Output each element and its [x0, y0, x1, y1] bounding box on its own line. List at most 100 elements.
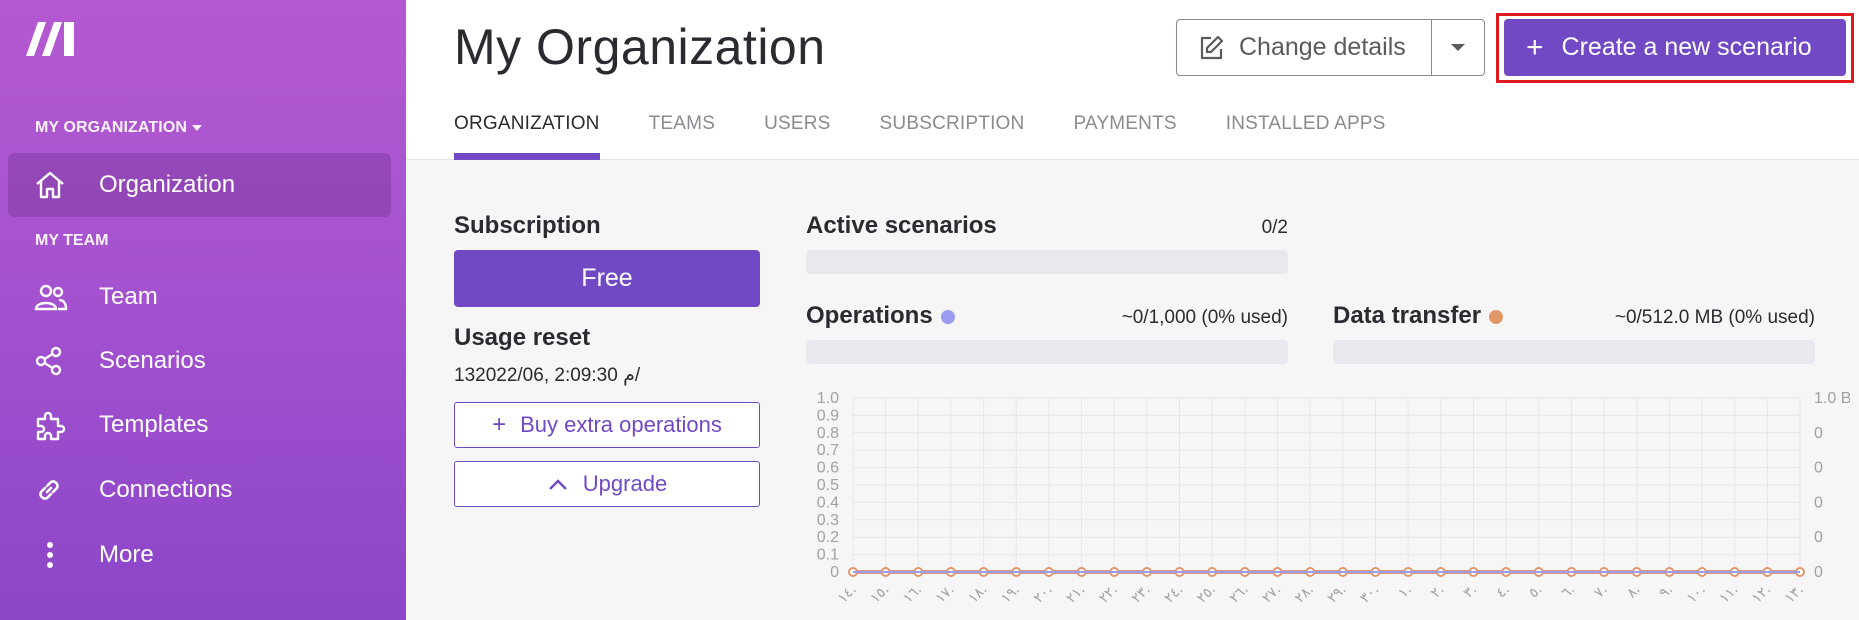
operations-heading: Operations	[806, 302, 955, 330]
edit-icon	[1200, 35, 1224, 59]
change-details-button[interactable]: Change details	[1176, 19, 1432, 76]
home-icon	[34, 170, 84, 200]
x-tick-label: ٩.	[1656, 582, 1676, 602]
x-tick-label: ٢٣.	[1129, 582, 1154, 607]
y-right-tick-label: 1.0 B	[1814, 390, 1850, 407]
x-tick-label: ٢١.	[1063, 582, 1088, 607]
x-tick-label: ٨.	[1624, 582, 1644, 602]
y-tick-label: 0.5	[817, 477, 839, 494]
active-scenarios-value: 0/2	[1261, 217, 1288, 238]
x-tick-label: ١٩.	[998, 582, 1023, 607]
sidebar-item-label: Templates	[99, 411, 209, 438]
team-section-label: MY TEAM	[35, 232, 109, 249]
x-tick-label: ١٧.	[933, 582, 958, 607]
sidebar-item-label: Team	[99, 283, 158, 310]
highlight-outline	[1496, 13, 1854, 83]
x-tick-label: ١٦.	[900, 582, 925, 607]
x-tick-label: ٢٠.	[1031, 582, 1056, 607]
organization-switcher[interactable]: MY ORGANIZATION	[35, 119, 203, 137]
upgrade-label: Upgrade	[582, 471, 668, 496]
y-tick-label: 0.7	[817, 442, 839, 459]
x-tick-label: ٥.	[1526, 582, 1546, 602]
sidebar: MY ORGANIZATION Organization MY TEAM Tea…	[0, 0, 406, 620]
x-tick-label: ٢٤.	[1161, 582, 1186, 607]
make-logo-icon[interactable]	[24, 20, 80, 58]
x-tick-label: ٢٧.	[1259, 582, 1284, 607]
y-right-tick-label: 0	[1814, 494, 1823, 511]
more-options-dropdown-button[interactable]	[1431, 19, 1485, 76]
y-tick-label: 0.4	[817, 494, 839, 511]
x-tick-label: ٣.	[1460, 582, 1480, 602]
sidebar-item-label: Organization	[99, 171, 236, 198]
x-tick-label: ٢٨.	[1292, 582, 1317, 607]
x-tick-label: ١٠.	[1684, 582, 1709, 607]
organization-switcher-label: MY ORGANIZATION	[35, 119, 188, 136]
tab-users[interactable]: USERS	[764, 113, 831, 134]
active-scenarios-progress	[806, 250, 1288, 274]
sidebar-item-label: Connections	[99, 476, 233, 503]
x-tick-label: ٢.	[1428, 582, 1448, 602]
users-icon	[34, 283, 84, 311]
y-tick-label: 0	[830, 564, 839, 581]
x-tick-label: ١.	[1395, 582, 1415, 602]
x-tick-label: ٢٩.	[1325, 582, 1350, 607]
x-tick-label: ٦.	[1558, 582, 1578, 602]
y-tick-label: 0.1	[817, 547, 839, 564]
tab-organization[interactable]: ORGANIZATION	[454, 113, 600, 160]
y-right-tick-label: 0	[1814, 564, 1823, 581]
tab-subscription[interactable]: SUBSCRIPTION	[879, 113, 1025, 134]
sidebar-item-team[interactable]: Team	[8, 265, 391, 329]
more-vertical-icon	[34, 540, 84, 570]
x-tick-label: ١٤.	[835, 582, 860, 607]
link-icon	[34, 475, 84, 505]
plan-free-button[interactable]: Free	[454, 250, 760, 307]
data-transfer-value: ~0/512.0 MB (0% used)	[1614, 307, 1815, 328]
sidebar-item-label: Scenarios	[99, 347, 206, 374]
y-tick-label: 1.0	[817, 390, 839, 407]
y-tick-label: 0.3	[817, 512, 839, 529]
tab-bar: ORGANIZATION TEAMS USERS SUBSCRIPTION PA…	[454, 113, 1435, 160]
x-tick-label: ١٥.	[867, 582, 892, 607]
page-title: My Organization	[454, 19, 826, 75]
y-right-tick-label: 0	[1814, 460, 1823, 477]
share-icon	[34, 346, 84, 376]
operations-value: ~0/1,000 (0% used)	[1121, 307, 1288, 328]
x-tick-label: ٢٥.	[1194, 582, 1219, 607]
y-right-tick-label: 0	[1814, 425, 1823, 442]
plus-icon: +	[1526, 30, 1544, 64]
data-transfer-heading: Data transfer	[1333, 302, 1504, 330]
y-tick-label: 0.8	[817, 425, 839, 442]
sidebar-item-templates[interactable]: Templates	[8, 393, 391, 457]
operations-label: Operations	[806, 302, 933, 329]
x-tick-label: ١٨.	[965, 582, 990, 607]
x-tick-label: ١١.	[1716, 582, 1741, 607]
active-scenarios-heading: Active scenarios	[806, 212, 997, 239]
page-header: My Organization Change details + Create …	[406, 0, 1859, 160]
data-transfer-progress	[1333, 340, 1815, 364]
subscription-heading: Subscription	[454, 212, 601, 239]
y-tick-label: 0.6	[817, 460, 839, 477]
sidebar-item-label: More	[99, 541, 154, 568]
change-details-label: Change details	[1239, 33, 1406, 61]
create-new-scenario-label: Create a new scenario	[1561, 33, 1812, 61]
sidebar-item-organization[interactable]: Organization	[8, 153, 391, 217]
plus-icon: +	[492, 411, 507, 438]
x-tick-label: ٣٠.	[1357, 582, 1382, 607]
tab-teams[interactable]: TEAMS	[648, 113, 716, 134]
chevron-up-icon	[548, 479, 567, 490]
operations-progress	[806, 340, 1288, 364]
buy-extra-operations-label: Buy extra operations	[520, 412, 722, 437]
sidebar-item-connections[interactable]: Connections	[8, 458, 391, 522]
create-new-scenario-button[interactable]: + Create a new scenario	[1504, 19, 1846, 76]
buy-extra-operations-button[interactable]: + Buy extra operations	[454, 402, 760, 448]
data-transfer-legend-dot	[1489, 309, 1504, 324]
y-right-tick-label: 0	[1814, 529, 1823, 546]
upgrade-button[interactable]: Upgrade	[454, 461, 760, 507]
tab-installed-apps[interactable]: INSTALLED APPS	[1225, 113, 1386, 134]
usage-reset-heading: Usage reset	[454, 324, 591, 351]
sidebar-item-scenarios[interactable]: Scenarios	[8, 329, 391, 393]
sidebar-item-more[interactable]: More	[8, 523, 391, 587]
puzzle-icon	[34, 409, 84, 441]
tab-payments[interactable]: PAYMENTS	[1073, 113, 1177, 134]
